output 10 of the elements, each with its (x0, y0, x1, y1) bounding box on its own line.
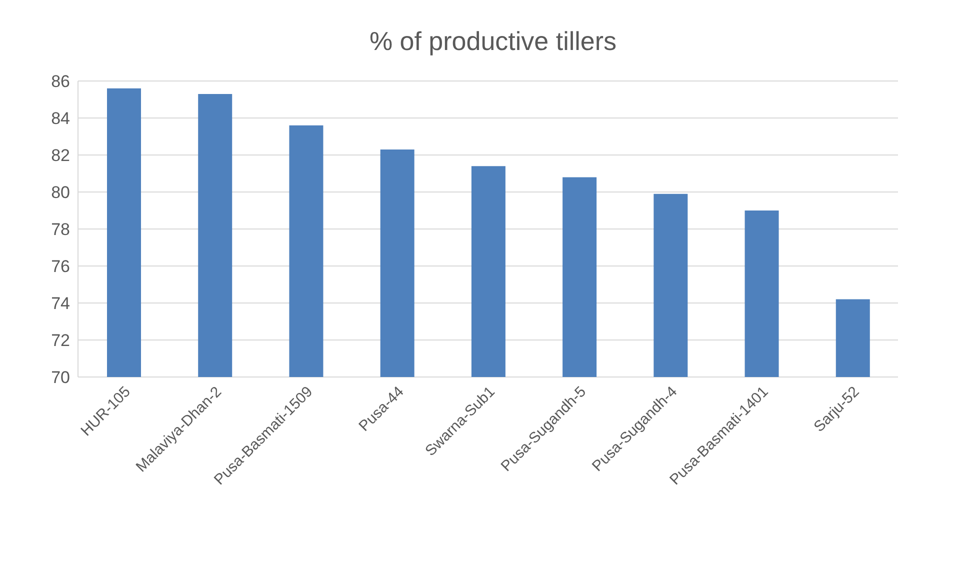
y-tick-label: 72 (51, 331, 70, 350)
y-tick-label: 70 (51, 368, 70, 388)
y-tick-label: 80 (51, 183, 70, 202)
chart-title: % of productive tillers (368, 26, 618, 57)
y-tick-label: 74 (51, 294, 70, 314)
y-tick-label: 76 (51, 257, 70, 276)
y-tick-label: 84 (51, 109, 70, 128)
y-tick-label: 78 (51, 220, 70, 240)
y-tick-label: 86 (51, 72, 70, 92)
y-tick-label: 82 (51, 146, 70, 166)
